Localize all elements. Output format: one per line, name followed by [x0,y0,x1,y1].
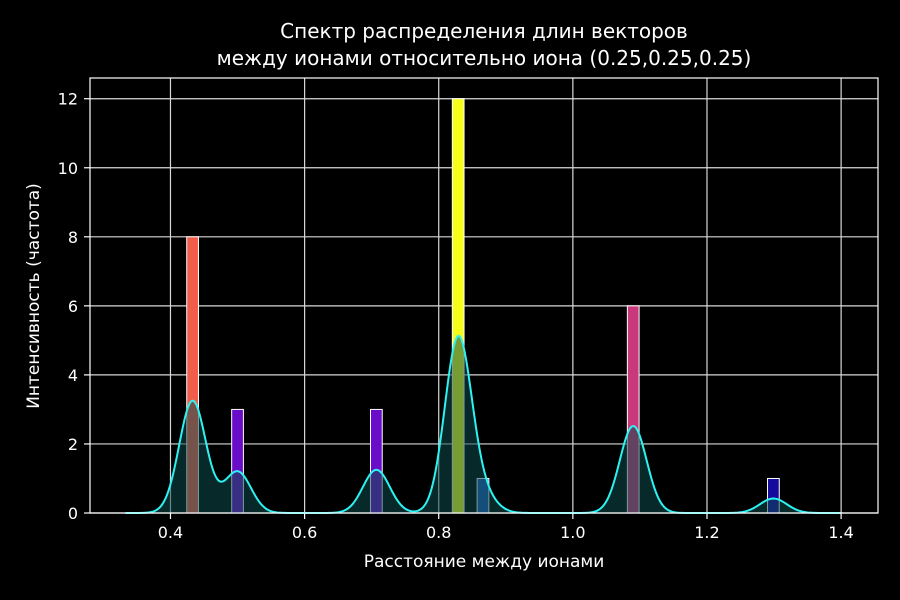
y-tick-label: 10 [58,159,78,178]
x-tick-label: 0.4 [158,523,183,542]
x-tick-label: 1.0 [560,523,585,542]
y-tick-label: 0 [68,504,78,523]
y-tick-label: 2 [68,435,78,454]
x-tick-label: 1.4 [828,523,853,542]
y-tick-label: 4 [68,366,78,385]
y-tick-label: 6 [68,297,78,316]
x-tick-label: 1.2 [694,523,719,542]
x-tick-label: 0.8 [426,523,451,542]
y-tick-label: 8 [68,228,78,247]
chart-title-line-2: между ионами относительно иона (0.25,0.2… [216,46,752,70]
plot-frame [89,77,879,514]
kde-area [125,335,841,513]
chart-title-line-1: Спектр распределения длин векторов [280,19,688,43]
x-tick-label: 0.6 [292,523,317,542]
axis-ticks: 0.4 0.6 0.8 1.0 1.2 1.4 0 2 4 6 8 10 12 [58,90,854,542]
x-axis-label: Расстояние между ионами [363,552,605,572]
y-tick-label: 12 [58,90,78,109]
y-axis-label: Интенсивность (частота) [24,183,44,409]
